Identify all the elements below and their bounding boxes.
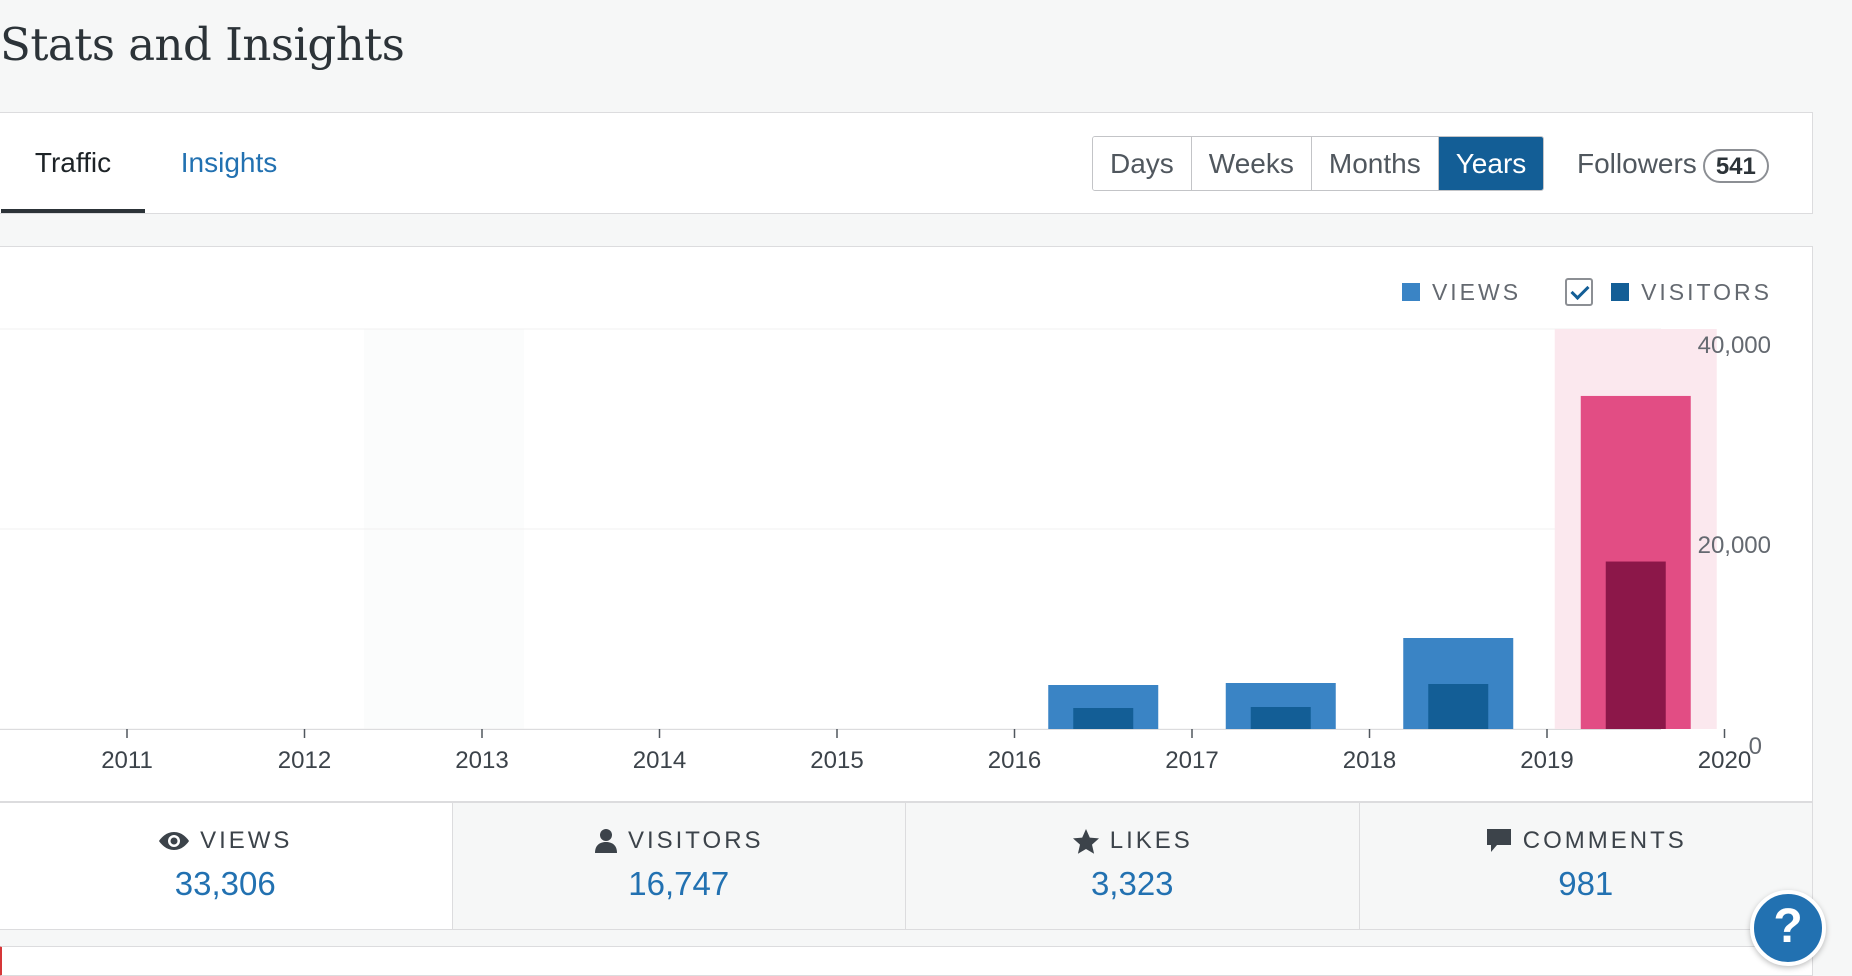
followers-count-badge: 541 bbox=[1702, 148, 1769, 183]
period-weeks-button[interactable]: Weeks bbox=[1191, 137, 1312, 190]
tab-traffic[interactable]: Traffic bbox=[1, 113, 145, 213]
stat-views-label: VIEWS bbox=[200, 827, 293, 854]
legend-views-label: VIEWS bbox=[1431, 278, 1522, 305]
bar-visitors-2017 bbox=[1250, 707, 1311, 729]
y-tick-label-2: 40,000 bbox=[1698, 332, 1771, 359]
tab-insights[interactable]: Insights bbox=[180, 147, 278, 178]
legend-views-swatch bbox=[1401, 283, 1420, 301]
x-tick-label-2012: 2012 bbox=[278, 747, 331, 774]
chart-legend: VIEWS VISITORS bbox=[1358, 277, 1772, 307]
period-days-button[interactable]: Days bbox=[1093, 137, 1192, 190]
stat-visitors-tab[interactable]: VISITORS 16,747 bbox=[451, 803, 905, 929]
legend-visitors-label: VISITORS bbox=[1641, 278, 1772, 305]
bar-visitors-2016 bbox=[1073, 708, 1134, 729]
stat-likes-value: 3,323 bbox=[1090, 865, 1174, 902]
stat-visitors-label: VISITORS bbox=[627, 827, 764, 854]
stat-views-tab[interactable]: VIEWS 33,306 bbox=[0, 803, 452, 929]
stat-comments-value: 981 bbox=[1558, 865, 1614, 902]
y-tick-label-0: 0 bbox=[1749, 733, 1762, 760]
star-icon bbox=[1072, 828, 1099, 854]
x-tick-label-2019: 2019 bbox=[1520, 747, 1573, 774]
comment-icon bbox=[1486, 829, 1511, 852]
stat-likes-tab[interactable]: LIKES 3,323 bbox=[905, 803, 1359, 929]
x-tick-label-2013: 2013 bbox=[455, 747, 508, 774]
followers-link[interactable]: Followers 541 bbox=[1577, 136, 1769, 191]
stat-views-value: 33,306 bbox=[174, 865, 276, 902]
x-tick-label-2018: 2018 bbox=[1343, 747, 1396, 774]
legend-views[interactable]: VIEWS bbox=[1401, 278, 1522, 306]
visitors-checkbox[interactable] bbox=[1565, 278, 1594, 306]
period-months-button[interactable]: Months bbox=[1311, 137, 1439, 190]
period-years-button[interactable]: Years bbox=[1438, 137, 1544, 190]
bar-visitors-2019 bbox=[1605, 561, 1666, 729]
x-tick-label-2016: 2016 bbox=[988, 747, 1041, 774]
bar-visitors-2018 bbox=[1428, 684, 1489, 729]
stat-comments-tab[interactable]: COMMENTS 981 bbox=[1358, 803, 1812, 929]
x-tick-label-2017: 2017 bbox=[1165, 747, 1218, 774]
stat-visitors-value: 16,747 bbox=[628, 865, 730, 902]
help-button[interactable]: ? bbox=[1750, 890, 1826, 966]
eye-icon bbox=[159, 832, 190, 850]
stat-likes-label: LIKES bbox=[1109, 827, 1193, 854]
followers-label: Followers bbox=[1577, 148, 1697, 179]
stat-comments-label: COMMENTS bbox=[1522, 827, 1687, 854]
x-tick-label-2014: 2014 bbox=[633, 747, 686, 774]
person-icon bbox=[594, 829, 617, 853]
period-selector: Days Weeks Months Years bbox=[1092, 136, 1545, 191]
stats-navigation: Traffic Insights Days Weeks Months Years… bbox=[0, 112, 1813, 214]
x-tick-label-2020: 2020 bbox=[1698, 747, 1751, 774]
traffic-bar-chart: 2011 2012 2013 2014 2015 2016 2017 2018 2019 2020… bbox=[0, 328, 1771, 774]
legend-visitors[interactable]: VISITORS bbox=[1565, 278, 1772, 306]
legend-visitors-swatch bbox=[1611, 283, 1630, 301]
y-tick-label-1: 20,000 bbox=[1698, 532, 1771, 559]
chart-card: 2011 2012 2013 2014 2015 2016 2017 2018 2019 2020… bbox=[0, 246, 1813, 802]
page-title: Stats and Insights bbox=[0, 18, 405, 71]
x-tick-label-2015: 2015 bbox=[810, 747, 863, 774]
x-tick-label-2011: 2011 bbox=[101, 747, 153, 774]
stats-summary-tabs: VIEWS 33,306 VISITORS 16,747 LIKES 3,323… bbox=[0, 802, 1813, 930]
next-card bbox=[0, 946, 1813, 976]
